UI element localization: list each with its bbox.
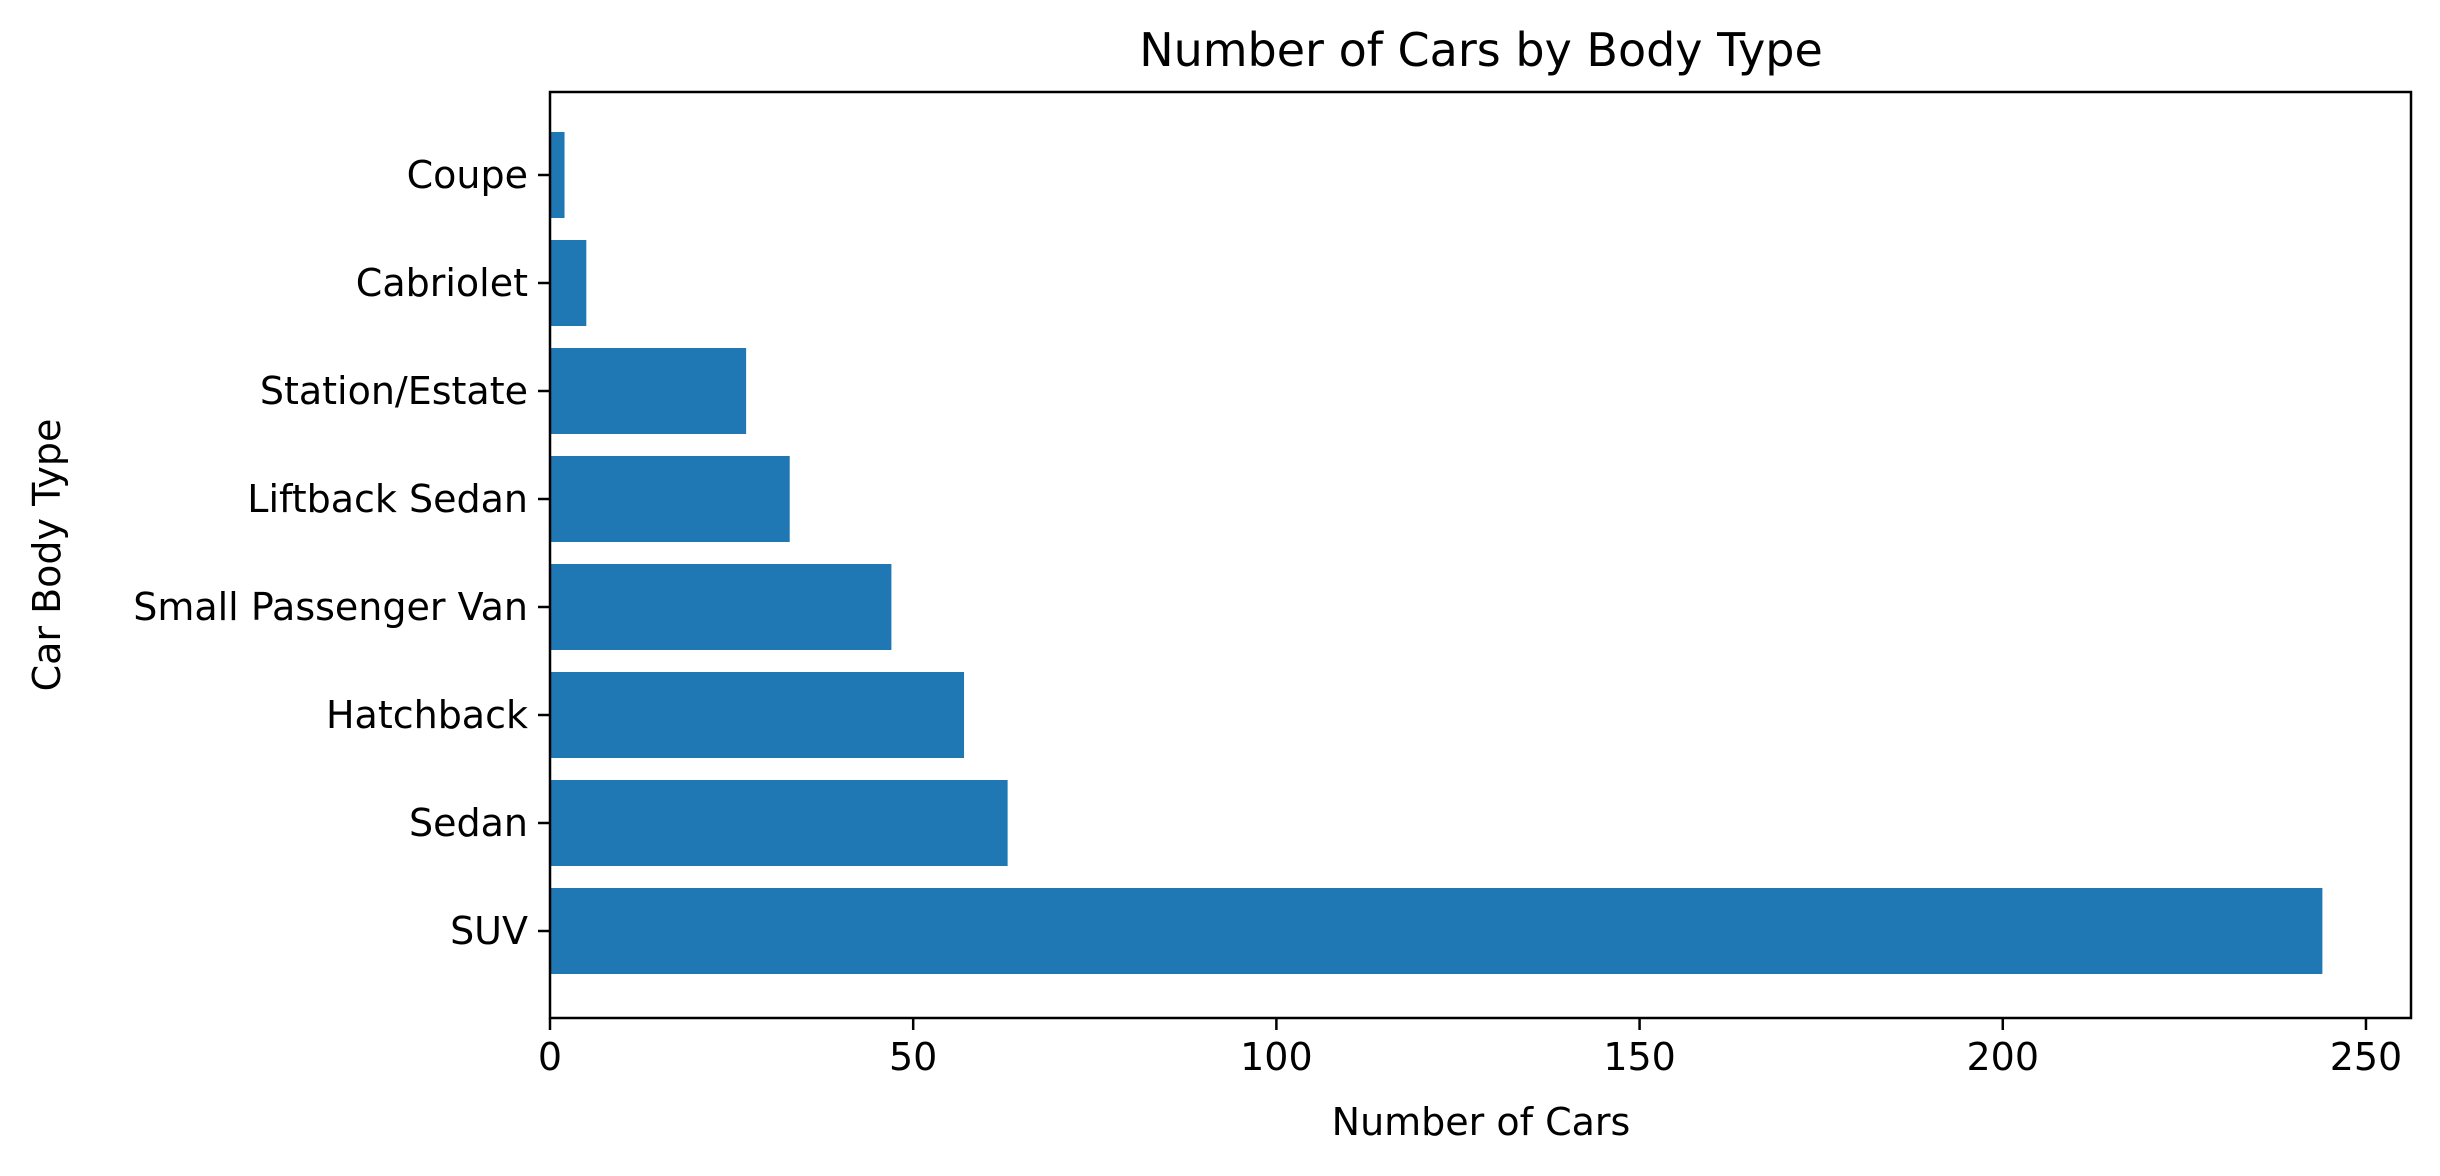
x-axis-label: Number of Cars — [1332, 1100, 1631, 1144]
bar-hatchback — [550, 672, 965, 758]
x-tick-label: 200 — [1967, 1035, 2040, 1079]
y-tick-label: Sedan — [409, 801, 528, 845]
y-tick-label: Liftback Sedan — [247, 477, 528, 521]
bar-liftback-sedan — [550, 456, 790, 542]
chart-title: Number of Cars by Body Type — [1139, 23, 1823, 77]
bars-group — [550, 132, 2323, 974]
x-tick-label: 50 — [889, 1035, 937, 1079]
y-tick-label: Station/Estate — [260, 369, 528, 413]
y-tick-label: Cabriolet — [356, 261, 528, 305]
y-tick-label: Hatchback — [326, 693, 528, 737]
y-axis-label: Car Body Type — [25, 419, 69, 692]
bar-cabriolet — [550, 240, 587, 326]
y-tick-label: Small Passenger Van — [133, 585, 528, 629]
x-tick-label: 100 — [1240, 1035, 1313, 1079]
x-tick-label: 250 — [2330, 1035, 2403, 1079]
bar-suv — [550, 888, 2323, 974]
bar-coupe — [550, 132, 565, 218]
x-tick-label: 150 — [1603, 1035, 1676, 1079]
y-tick-label: SUV — [450, 909, 528, 953]
y-axis-ticks: SUV Sedan Hatchback Small Passenger Van Lift… — [133, 153, 550, 953]
bar-station-estate — [550, 348, 747, 434]
y-tick-label: Coupe — [407, 153, 528, 197]
bar-small-passenger-van — [550, 564, 892, 650]
x-axis-ticks: 0 50 100 150 200 250 — [538, 1018, 2402, 1079]
plot-frame — [548, 90, 2413, 1020]
x-tick-label: 0 — [538, 1035, 562, 1079]
bar-sedan — [550, 780, 1008, 866]
